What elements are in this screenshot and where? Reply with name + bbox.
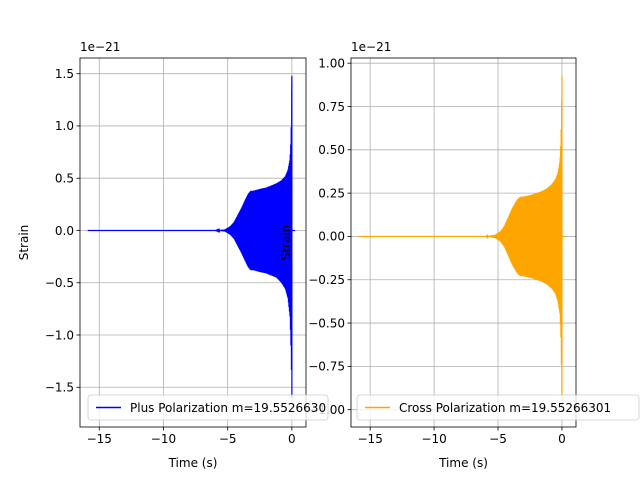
legend-label: Plus Polarization m=19.5526630 (130, 401, 326, 415)
x-tick-label: −5 (219, 432, 237, 446)
chart-panel-1: −15 −10 −5 0 −1.5 −1.0 −0.5 0.0 0.5 1.0 1.5 1e−21 Ti… (17, 40, 307, 470)
axes-frame (350, 57, 577, 428)
y-tick-label: −0.50 (308, 316, 345, 330)
y-axis-label: Strain (17, 225, 31, 261)
y-tick-label: 0.0 (55, 224, 74, 238)
x-tick-label: −15 (358, 432, 383, 446)
y-tick-label: −0.5 (45, 276, 74, 290)
y-tick-label: 1.0 (55, 119, 74, 133)
x-tick-label: 0 (558, 432, 566, 446)
y-tick-label: 0.00 (318, 230, 345, 244)
data-series (358, 75, 566, 405)
x-axis-label: Time (s) (168, 456, 218, 470)
y-tick-label: −0.75 (308, 360, 345, 374)
x-tick-label: −5 (489, 432, 507, 446)
y-tick-label: −0.25 (308, 273, 345, 287)
y-tick-label: 0.75 (318, 100, 345, 114)
series-line (87, 75, 296, 398)
y-tick-label: 0.5 (55, 172, 74, 186)
y-offset-text: 1e−21 (351, 40, 391, 54)
axes-frame (79, 57, 307, 428)
y-tick-label: 0.50 (318, 143, 345, 157)
y-tick-label: −1.0 (45, 328, 74, 342)
y-tick-label: 0.25 (318, 186, 345, 200)
x-axis-label: Time (s) (438, 456, 488, 470)
x-tick-label: −10 (151, 432, 176, 446)
y-tick-label: 1.00 (318, 56, 345, 70)
legend-box (87, 394, 329, 421)
y-tick-label: −1.5 (45, 381, 74, 395)
legend-label: Cross Polarization m=19.55266301 (399, 401, 611, 415)
x-tick-label: −15 (87, 432, 112, 446)
x-tick-label: −10 (421, 432, 446, 446)
y-offset-text: 1e−21 (80, 40, 120, 54)
y-tick-label: 1.5 (55, 67, 74, 81)
legend-box (356, 394, 640, 421)
x-tick-label: 0 (288, 432, 296, 446)
series-line (358, 75, 566, 405)
legend-2: Cross Polarization m=19.55266301 (356, 394, 640, 421)
y-axis-label: Strain (279, 225, 293, 261)
legend-1: Plus Polarization m=19.5526630 (87, 394, 329, 421)
data-series (87, 75, 296, 398)
